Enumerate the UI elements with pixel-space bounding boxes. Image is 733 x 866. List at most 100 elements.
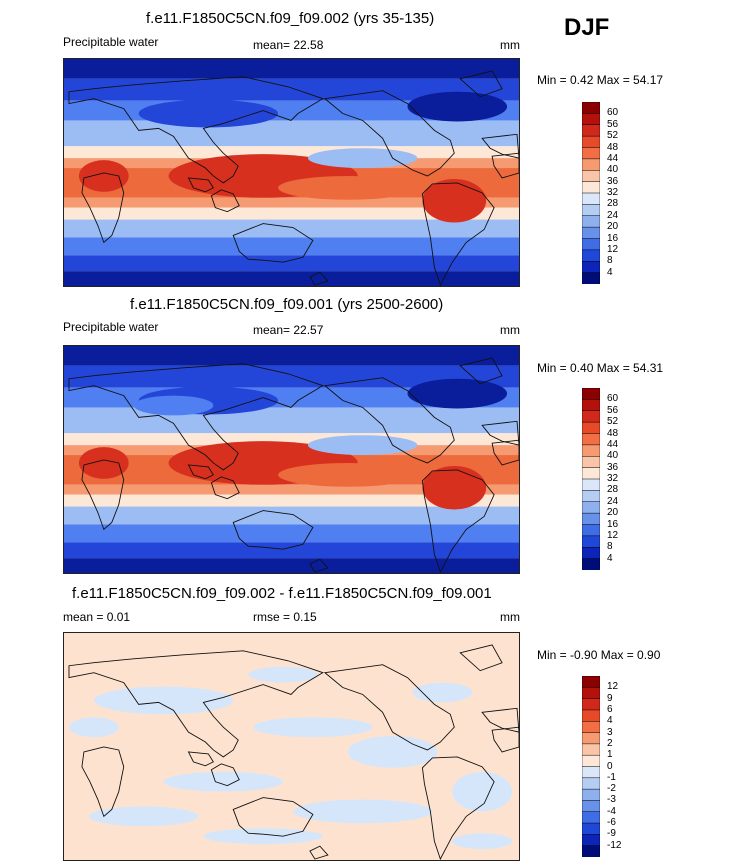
colorbar-box <box>582 238 600 251</box>
colorbar-box <box>582 456 600 469</box>
coastline <box>481 133 519 159</box>
spcz-band <box>278 175 418 200</box>
colorbar-box <box>582 181 600 194</box>
coastline <box>309 558 329 573</box>
diff-negative-region <box>253 717 373 738</box>
field-band <box>64 237 519 256</box>
dry-tongue <box>307 148 418 169</box>
amazon-max <box>422 178 487 223</box>
colorbar-box <box>582 478 600 492</box>
diff-negative-region <box>248 666 318 683</box>
diff-negative-region <box>203 828 323 845</box>
panel3-map <box>63 632 520 861</box>
coastline <box>232 223 314 263</box>
colorbar-box <box>582 444 600 457</box>
coastline <box>68 650 324 758</box>
colorbar-tick-label: 4 <box>607 552 613 564</box>
panel1-units-label: mm <box>500 38 520 52</box>
field-band <box>64 433 519 446</box>
panel2-map-svg <box>64 346 519 573</box>
colorbar-tick-label: 36 <box>607 175 619 187</box>
field-band <box>64 120 519 147</box>
colorbar-tick-label: 0 <box>607 760 613 772</box>
diff-negative-region <box>163 771 284 792</box>
colorbar-tick-label: -1 <box>607 771 616 783</box>
coastline <box>187 751 214 767</box>
diff-negative-region <box>452 771 513 812</box>
panel2-minmax-label: Min = 0.40 Max = 54.31 <box>537 361 664 375</box>
coastline <box>421 756 495 860</box>
panel2-colorbar <box>582 388 600 570</box>
coastline <box>323 90 455 177</box>
coastline <box>481 707 519 733</box>
coastline <box>81 746 125 818</box>
colorbar-tick-label: 2 <box>607 737 613 749</box>
colorbar-box <box>582 467 600 480</box>
panel3-rmse-label: rmse = 0.15 <box>253 610 317 624</box>
colorbar-tick-label: 3 <box>607 726 613 738</box>
panel3-units-label: mm <box>500 610 520 624</box>
panel1-colorbar <box>582 102 600 284</box>
diff-negative-region <box>68 717 119 738</box>
colorbar-tick-label: 44 <box>607 438 619 450</box>
colorbar-tick-label: 20 <box>607 507 619 519</box>
dry-tongue <box>307 435 418 456</box>
panel1-variable-label: Precipitable water <box>63 35 159 49</box>
colorbar-tick-label: 28 <box>607 198 619 210</box>
colorbar-tick-label: 4 <box>607 715 613 727</box>
colorbar-box <box>582 399 600 412</box>
coastline <box>309 845 329 860</box>
spcz-band <box>278 462 418 487</box>
coastline <box>323 664 455 751</box>
diff-negative-region <box>452 833 513 850</box>
colorbar-tick-label: 28 <box>607 484 619 496</box>
colorbar-tick-label: 52 <box>607 416 619 428</box>
field-band <box>64 524 519 543</box>
diff-negative-region <box>347 736 438 768</box>
coastline <box>491 439 519 466</box>
colorbar-box <box>582 272 600 284</box>
colorbar-box <box>582 845 600 857</box>
colorbar-box <box>582 524 600 537</box>
colorbar-tick-label: 60 <box>607 107 619 119</box>
coastline <box>210 763 240 787</box>
colorbar-box <box>582 788 600 802</box>
variation-patch <box>133 395 214 416</box>
colorbar-box <box>582 204 600 217</box>
colorbar-tick-label: 36 <box>607 461 619 473</box>
colorbar-tick-label: 8 <box>607 541 613 553</box>
panel1-map-svg <box>64 59 519 286</box>
panel3-map-svg <box>64 633 519 860</box>
africa-max <box>78 447 129 479</box>
field-band <box>64 271 519 286</box>
panel1-mean-label: mean= 22.58 <box>253 38 324 52</box>
panel2-mean-label: mean= 22.57 <box>253 323 324 337</box>
colorbar-tick-label: 6 <box>607 703 613 715</box>
coastline <box>187 464 214 480</box>
colorbar-tick-label: 12 <box>607 243 619 255</box>
colorbar-box <box>582 215 600 228</box>
coastline <box>421 182 495 286</box>
coastline <box>68 363 324 471</box>
colorbar-tick-label: -4 <box>607 805 616 817</box>
colorbar-box <box>582 102 600 115</box>
field-band <box>64 78 519 101</box>
colorbar-tick-label: 32 <box>607 473 619 484</box>
colorbar-tick-label: 4 <box>607 266 613 278</box>
colorbar-tick-label: 1 <box>607 749 613 761</box>
coastline <box>421 469 495 573</box>
field-band <box>64 494 519 507</box>
coastline <box>459 357 503 385</box>
coastline <box>459 70 503 98</box>
coastline <box>187 177 214 193</box>
field-band <box>64 365 519 388</box>
colorbar-box <box>582 433 600 446</box>
coastline <box>68 76 324 184</box>
colorbar-box <box>582 800 600 813</box>
panel2-units-label: mm <box>500 323 520 337</box>
coastline <box>491 152 519 179</box>
field-band <box>64 197 519 208</box>
na-dry <box>407 91 508 122</box>
field-band <box>64 542 519 559</box>
colorbar-box <box>582 766 600 779</box>
